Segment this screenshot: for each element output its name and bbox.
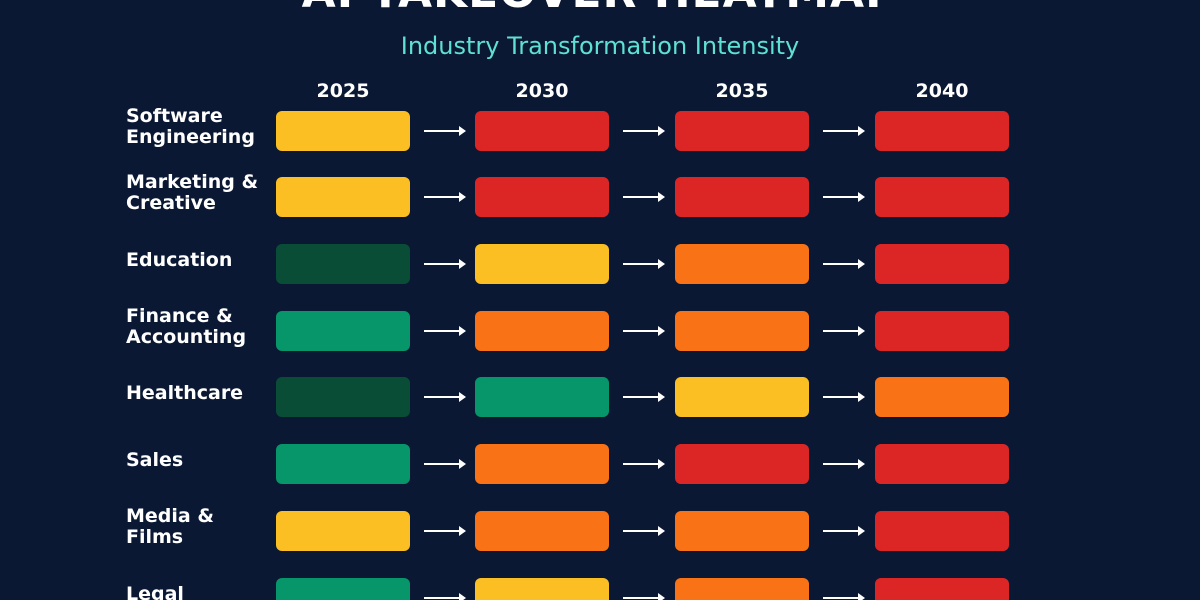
heat-cell [475,377,609,417]
right-arrow-icon [424,192,466,202]
industry-label: Healthcare [126,369,271,417]
heat-cell [675,244,809,284]
industry-label-text: Sales [126,448,184,471]
heat-cell [875,578,1009,600]
right-arrow-icon [823,526,865,536]
heat-cell [675,177,809,217]
right-arrow-icon [424,459,466,469]
industry-label-text: Healthcare [126,381,244,404]
heat-cell [675,511,809,551]
heat-cell [475,177,609,217]
industry-label-text: Finance & Accounting [126,305,247,348]
right-arrow-icon [823,326,865,336]
heat-cell [276,244,410,284]
heat-cell [675,578,809,600]
heat-cell [875,177,1009,217]
right-arrow-icon [623,259,665,269]
heat-cell [875,244,1009,284]
industry-label: Education [126,236,271,284]
heat-cell [276,177,410,217]
heat-cell [276,311,410,351]
heat-cell [276,377,410,417]
heat-cell [875,111,1009,151]
heat-cell [875,377,1009,417]
right-arrow-icon [424,326,466,336]
heat-cell [475,444,609,484]
industry-label-text: Education [126,248,233,271]
heat-cell [875,444,1009,484]
right-arrow-icon [424,126,466,136]
heat-cell [875,311,1009,351]
heat-cell [276,578,410,600]
year-label-2040: 2040 [915,80,969,102]
heat-cell [276,111,410,151]
right-arrow-icon [823,259,865,269]
right-arrow-icon [823,392,865,402]
right-arrow-icon [823,126,865,136]
industry-label: Software Engineering [126,103,271,151]
heat-cell [475,244,609,284]
year-label-2035: 2035 [715,80,769,102]
industry-label: Media & Films [126,503,271,551]
heat-cell [675,311,809,351]
right-arrow-icon [623,459,665,469]
industry-label-text: Software Engineering [126,105,255,148]
industry-label: Sales [126,436,271,484]
right-arrow-icon [424,259,466,269]
right-arrow-icon [823,593,865,600]
heat-cell [475,111,609,151]
heat-cell [276,444,410,484]
right-arrow-icon [623,593,665,600]
heat-cell [675,377,809,417]
heat-cell [675,111,809,151]
right-arrow-icon [424,526,466,536]
industry-label: Marketing & Creative [126,169,271,217]
right-arrow-icon [424,593,466,600]
chart-subtitle: Industry Transformation Intensity [400,32,800,60]
heat-cell [475,311,609,351]
industry-label: Finance & Accounting [126,303,271,351]
right-arrow-icon [823,459,865,469]
industry-label-text: Media & Films [126,505,214,548]
heat-cell [276,511,410,551]
right-arrow-icon [623,326,665,336]
right-arrow-icon [623,526,665,536]
right-arrow-icon [623,392,665,402]
right-arrow-icon [823,192,865,202]
heat-cell [475,511,609,551]
industry-label: Legal [126,570,271,600]
right-arrow-icon [623,192,665,202]
industry-label-text: Legal [126,582,184,600]
right-arrow-icon [623,126,665,136]
heat-cell [875,511,1009,551]
heat-cell [475,578,609,600]
year-label-2030: 2030 [515,80,569,102]
year-label-2025: 2025 [316,80,370,102]
heat-cell [675,444,809,484]
chart-title: AI TAKEOVER HEATMAP [0,0,1200,18]
industry-label-text: Marketing & Creative [126,171,259,214]
right-arrow-icon [424,392,466,402]
